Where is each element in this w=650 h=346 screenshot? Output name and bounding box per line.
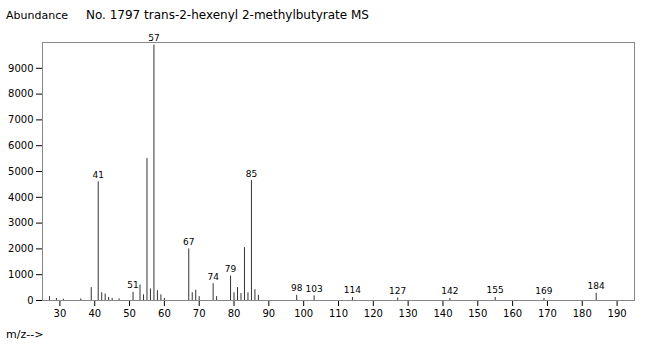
svg-text:79: 79 <box>225 264 237 274</box>
svg-text:50: 50 <box>123 308 136 319</box>
svg-text:70: 70 <box>193 308 206 319</box>
svg-text:74: 74 <box>207 272 219 282</box>
svg-text:150: 150 <box>468 308 487 319</box>
svg-text:60: 60 <box>158 308 171 319</box>
svg-text:2000: 2000 <box>8 243 33 254</box>
svg-text:98: 98 <box>291 283 303 293</box>
svg-text:140: 140 <box>433 308 452 319</box>
svg-text:155: 155 <box>487 285 504 295</box>
svg-text:127: 127 <box>389 286 406 296</box>
svg-text:5000: 5000 <box>8 166 33 177</box>
svg-text:3000: 3000 <box>8 217 33 228</box>
svg-text:180: 180 <box>573 308 592 319</box>
svg-text:67: 67 <box>183 237 194 247</box>
svg-text:190: 190 <box>608 308 627 319</box>
svg-text:100: 100 <box>294 308 313 319</box>
svg-text:90: 90 <box>262 308 275 319</box>
svg-text:130: 130 <box>399 308 418 319</box>
svg-text:40: 40 <box>88 308 101 319</box>
svg-text:1000: 1000 <box>8 269 33 280</box>
svg-text:103: 103 <box>306 284 323 294</box>
svg-text:114: 114 <box>344 285 361 295</box>
svg-text:7000: 7000 <box>8 114 33 125</box>
svg-text:4000: 4000 <box>8 192 33 203</box>
svg-text:85: 85 <box>246 169 257 179</box>
svg-text:142: 142 <box>441 286 458 296</box>
svg-text:120: 120 <box>364 308 383 319</box>
svg-text:169: 169 <box>535 286 552 296</box>
svg-text:184: 184 <box>588 281 605 291</box>
html-text:Abundance: Abundance <box>6 9 68 22</box>
svg-text:6000: 6000 <box>8 140 33 151</box>
html-text:m/z-->: m/z--> <box>6 328 44 341</box>
svg-text:57: 57 <box>148 33 159 43</box>
svg-text:110: 110 <box>329 308 348 319</box>
svg-text:51: 51 <box>127 280 138 290</box>
svg-text:30: 30 <box>54 308 67 319</box>
svg-text:8000: 8000 <box>8 88 33 99</box>
html-text:No. 1797 trans-2-hexenyl 2-met: No. 1797 trans-2-hexenyl 2-methylbutyrat… <box>86 8 369 22</box>
svg-text:41: 41 <box>92 170 103 180</box>
svg-text:9000: 9000 <box>8 63 33 74</box>
svg-text:0: 0 <box>27 295 33 306</box>
svg-text:80: 80 <box>228 308 241 319</box>
svg-text:160: 160 <box>503 308 522 319</box>
svg-text:170: 170 <box>538 308 557 319</box>
